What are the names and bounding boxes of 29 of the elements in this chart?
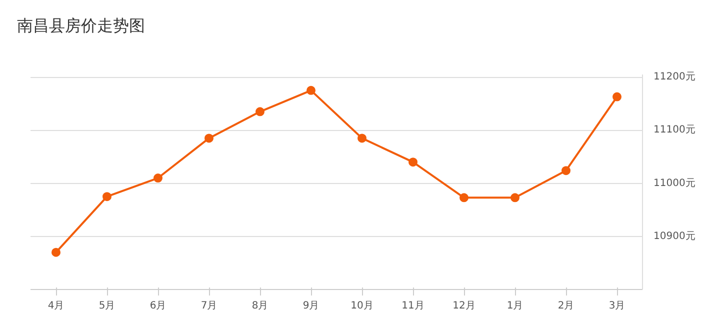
point — [460, 193, 468, 202]
point — [510, 193, 520, 202]
y-tick-label: 11000元 — [654, 178, 696, 189]
x-tick-label: 11月 — [402, 300, 424, 312]
point — [102, 192, 112, 202]
y-tick-label: 11200元 — [654, 72, 696, 83]
x-tick-label: 1月 — [506, 300, 524, 312]
x-tick-label: 4月 — [48, 300, 64, 312]
point — [306, 86, 316, 95]
point — [154, 174, 162, 183]
point — [256, 107, 264, 116]
x-tick-label: 7月 — [200, 300, 218, 312]
point — [612, 92, 622, 102]
point — [408, 158, 418, 167]
point — [358, 134, 366, 143]
x-tick-label: 5月 — [98, 300, 116, 312]
x-tick-label: 8月 — [252, 300, 268, 312]
chart-title: 南昌县房价走势图 — [17, 15, 145, 37]
point — [52, 248, 60, 257]
y-tick-label: 11100元 — [654, 124, 696, 136]
x-tick-label: 9月 — [302, 300, 320, 312]
x-tick-label: 12月 — [452, 300, 476, 312]
y-tick-label: 10900元 — [654, 230, 696, 242]
x-tick-label: 6月 — [150, 300, 166, 312]
x-tick-label: 3月 — [608, 300, 626, 312]
point — [562, 166, 570, 176]
point — [204, 134, 214, 143]
x-tick-label: 10月 — [350, 300, 374, 312]
x-tick-label: 2月 — [558, 300, 574, 312]
